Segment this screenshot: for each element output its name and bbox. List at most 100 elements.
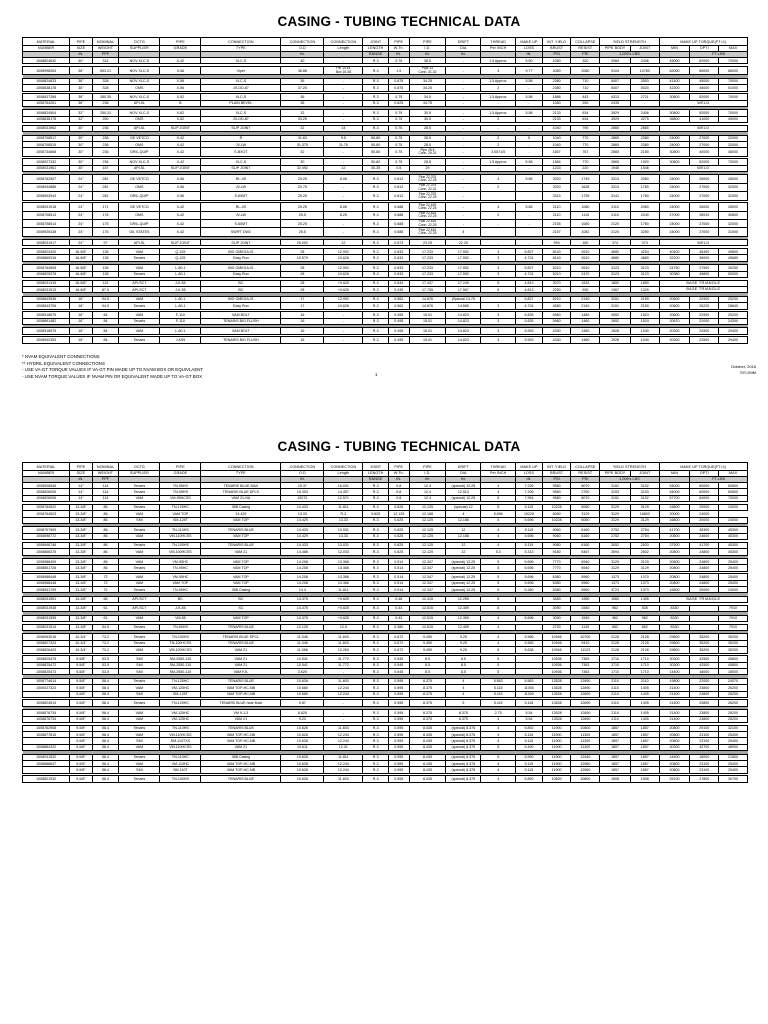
table-row[interactable]: 9-5/8" 58.4 SMI SM-125T VAM TOP-HC-NB 10.680 1…: [21, 690, 748, 698]
table-row[interactable]: 1008843936 16" 94.5 VAM L-80.1 BIG OMEGA-IS 17…: [21, 295, 748, 304]
table-row[interactable]: 1008031917 24" 97 API-5L SLIP JOINT SLIP JOIN…: [21, 239, 749, 247]
table-row[interactable]: 1008918575 16" 84 VAM L-80.1 VAM BOLT 16- R-3 0.…: [21, 327, 748, 335]
p1-cell-c2: 281: [91, 191, 120, 201]
table-row[interactable]: 1008898772 13-3/8" 86 VAM VM-110HCSS VAM TOP 1…: [21, 532, 748, 541]
table-row[interactable]: 1008826006 14" 114 VAM VM-95HCSS VAM 21-NA 152…: [21, 494, 748, 503]
table-row[interactable]: 1008925438 24" 176 OIL STATES X-42 SWIFT DW2 2…: [21, 227, 748, 237]
table-row[interactable]: 1008942353 16" 84 Tenaris J-K55 TENARIS BIG F…: [21, 336, 748, 344]
table-row[interactable]: 1008876734 9-5/8" 58.4 VAM VM-125HC VAM 21 9.2…: [21, 715, 748, 724]
table-row[interactable]: 1008988448 13-3/8" 72 VAM VAM TOP VAM TOP 14.2…: [21, 579, 748, 588]
table-row[interactable]: 1008708513 24" 176 OMS X-42 JV-LW 25.5 8.25 R-3 0…: [21, 210, 748, 220]
table-row[interactable]: 1008843706 16" 94.5 Tenaris L-80.1 Easy Run 17…: [21, 302, 748, 310]
p1-cell-c20: 49000: [718, 115, 748, 124]
p2-cell-c6: 14.429: [280, 516, 325, 525]
p1-cell-c12: 2: [480, 115, 517, 124]
p1-cell-c8: R-3: [362, 317, 389, 325]
header-cell-top-6: CONNECTION: [280, 37, 325, 46]
p1-cell-c14: 2110: [541, 210, 572, 220]
table-row[interactable]: 1008031514 13-3/8" 54.5 Tenaris TN-80HS TENAR…: [21, 623, 748, 632]
table-row[interactable]: 1008734868 30" 236 DRIL-QUIP X-42 S-BXOT 32-50…: [21, 147, 748, 157]
table-row[interactable]: 1008821932 9-5/8" 58.4 Tenaris TN-100HS TENAR…: [21, 775, 748, 783]
table-row[interactable]: 1008869316 16-5/8" 136 Tenaris Q-125 Easy Run…: [21, 254, 748, 262]
table-row[interactable]: 1008764522 13-3/8" 86 Tenaris TN-125HC 35B Ca…: [21, 503, 748, 512]
table-row[interactable]: 1008762907 24" 281 GE VETCO X-56 RL-4S 25.25 8.…: [21, 174, 748, 184]
p1-cell-c10: 17.755: [408, 285, 447, 294]
table-row[interactable]: 1008946746 13-3/8" 86 Tenaris TN-105HS TENARI…: [21, 541, 748, 550]
table-row[interactable]: 1008908546 14" 114 Tenaris TN-95HS TENARIS BL…: [21, 482, 748, 490]
p2-cell-c6: 14.433: [280, 503, 325, 512]
p1-cell-c8: R-3: [362, 279, 389, 288]
table-row[interactable]: 1008837358 36" 280.35 NOV XLC-S X-52 XLC-S 36-…: [21, 93, 748, 101]
table-row[interactable]: 1008824514 9-5/8" 58.4 Tenaris TN-125HC TENAR…: [21, 699, 748, 707]
table-row[interactable]: 1008825378 16-5/8" 136 Tenaris L-80.1 Easy Ru…: [21, 270, 748, 279]
p1-cell-c10: 17.233: [408, 254, 447, 262]
table-row[interactable]: 1008824632 40" 314 NOV XLC-S X-42 XLC-S 40- R-3…: [21, 57, 748, 65]
table-row[interactable]: 13-3/8" 86 SMI SM-125T VAM TOP 14.429 13.33 R-3…: [21, 516, 748, 525]
table-row[interactable]: 1008031555 13-3/8" 61 VAM VM-55 VAM TOP 14.375…: [21, 614, 748, 623]
table-row[interactable]: 1008031918 24" 171 GE VETCO X-42 RL-4S 25.25 8.…: [21, 202, 748, 212]
table-row[interactable]: 1008888647 9-5/8" 58.4 VAM VM-110HC VAM TOP-H…: [21, 759, 748, 768]
p1-cell-c6: 16: [280, 336, 325, 344]
table-row[interactable]: 1008031962 30" 236 API-5L SLIP JOINT SLIP JOI…: [21, 124, 749, 133]
header-cell-top-11: DRIFT: [445, 462, 482, 471]
table-row[interactable]: 1008838178 32" 250 OMS X-52 JV-OD-87 33.25- R-3…: [21, 115, 748, 124]
p1-cell-c8: 50-60: [362, 140, 389, 149]
table-row[interactable]: 1008031913 16-5/8" 87.5 API-SCT J-K-55 BC 28 +0…: [21, 285, 749, 294]
table-row[interactable]: 1000027323 9-5/8" 58.4 VAM VM-125HC VAM TOP-H…: [21, 684, 748, 692]
p2-cell-c7: 11.811: [323, 503, 364, 512]
table-row[interactable]: 1008826005 14" 114 Tenaris TN-95HS TENARIS BL…: [21, 488, 748, 496]
table-row[interactable]: 1008031551 13-3/8" 68 API-SCT BC BC 14.375 +0.6…: [21, 595, 749, 604]
header-cell-top-16: YIELD STRENGTH: [599, 37, 660, 46]
table-row[interactable]: 1008851728 13-3/8" 86 Tenaris TN-95HC VAM TOP…: [21, 564, 748, 572]
p1-cell-c11: -: [445, 109, 482, 117]
table-row[interactable]: 1008825473 9-5/8" 53.5 SMI SM-2550-110 VAM FJ…: [21, 667, 748, 676]
table-row[interactable]: 1008031532 9-5/8" 58.4 Tenaris TN-110HC 35B C…: [21, 753, 748, 762]
p1-cell-c9: 0.75: [388, 147, 410, 157]
table-row[interactable]: 1008824504 32" 250.31 NOV XLC-S X-62 XLC-S 32-…: [21, 109, 748, 117]
p1-cell-c16: 5407: [599, 84, 631, 92]
table-row[interactable]: 1008762908 9-5/8" 58.4 Tenaris TN-110HS TENAR…: [21, 724, 748, 733]
table-row[interactable]: 1008708515 30" 236 OMS X-42 JV-LW 31.375 11.75 5…: [21, 140, 748, 149]
p2-cell-c4: TN-95HC: [159, 564, 202, 572]
p1-cell-c13: -: [515, 218, 543, 229]
p1-cell-c0: 1008764261: [21, 99, 71, 108]
separator-cell: [22, 653, 748, 656]
table-row[interactable]: 1008825475 9-5/8" 53.5 SMI SM-2550-110 VAM 21…: [21, 655, 748, 663]
p1-cell-c10: Pipe 22.625 Conn. 22.25: [408, 202, 447, 212]
p2-cell-c16: 3129: [599, 516, 631, 525]
table-row[interactable]: 1008866375 13-3/8" 86 VAM VM-100HCSS VAM 21 14…: [21, 548, 748, 556]
table-row[interactable]: 1008838178 36" 328 OMS X-56 JV-OD-87 37.25- R-3…: [21, 84, 748, 92]
table-row[interactable]: 1008031938 13-3/8" 61 API-SCT J-K-55 SC 14.375…: [21, 604, 748, 613]
table-row[interactable]: 1008877815 9-5/8" 58.4 VAM VM-110HCSS VAM TOP…: [21, 730, 748, 739]
p1-cell-c8: R-3: [362, 182, 389, 193]
table-row[interactable]: 1008824633 36" 328 NOV XLC-S X-56 XLC-S 36- R-3…: [21, 77, 748, 86]
p2-cell-c0: 1008826423: [21, 646, 71, 654]
p1-cell-c8: R-3: [362, 218, 389, 229]
table-row[interactable]: 1008903943 24" 281 DRIL-QUIP X-56 S-60MT 25.25…: [21, 191, 748, 201]
table-row[interactable]: 1008944886 24" 281 OMS X-56 JV-LW 20.75- R-3 0.8…: [21, 182, 748, 193]
table-row[interactable]: 1008764508 16-5/8" 136 VAM L-80.1 BIG OMEGA-I…: [21, 264, 748, 272]
table-row[interactable]: 1008031315 16-5/8" 115 API-SCT J-K-55 BC 28 +0.…: [21, 279, 749, 288]
p2-cell-c11: 5: [445, 699, 482, 707]
p1-cell-c4: X-56: [159, 191, 202, 201]
p2-cell-c4: SM-125T: [159, 516, 202, 525]
p1-cell-c11: -: [445, 115, 482, 124]
table-row[interactable]: 1008884322 9-5/8" 58.4 VAM VM-110HCSS VAM 21 1…: [21, 743, 748, 752]
header-cell-4: GRADE: [159, 44, 202, 53]
p2-cell-c16: 2752: [599, 532, 631, 541]
table-row[interactable]: 1008764261 36" 236 API-5L B PLAIN BEVEL 36- R-3…: [21, 99, 749, 108]
table-row[interactable]: 1008826423 10-3/4" 73.2 VAM VM-100HCSS VAM 21…: [21, 646, 748, 654]
table-row[interactable]: 1008824320 16-5/8" 136 VAM Q-125 BIG OMEGA-IS…: [21, 247, 748, 256]
table-row[interactable]: 1008891482 16" 84 Tenaris F-110 TENARIS BIG F…: [21, 317, 748, 325]
table-row[interactable]: 1008918575 16" 84 VAM F-110 VAM BOLT 16- R-3 0.4…: [21, 311, 748, 319]
p1-cell-c0: 1008734868: [21, 147, 71, 157]
table-row[interactable]: 1008031961 30" 157 API-5L SLIP JOINT SLIP JOI…: [21, 164, 749, 173]
table-row[interactable]: 1008998264 36" 553.21 NOV XLC-S X-56 Viper 36.…: [21, 66, 748, 76]
table-row[interactable]: 9-5/8" 58.4 SMI SM-110T VAM TOP-HC-NB 10.628 1…: [21, 766, 748, 774]
p1-cell-c11: -: [445, 147, 482, 157]
table-row[interactable]: 1008708514 24" 175 DRIL-QUIP X-42 S-60MT 25.25…: [21, 218, 748, 229]
p2-cell-c13: 5.892: [515, 775, 543, 783]
table-row[interactable]: 1008063016 10-3/4" 73.2 Tenaris TN-100HS TENA…: [21, 633, 748, 641]
block-separator: [22, 74, 748, 79]
table-row[interactable]: 1008931709 13-3/8" 72 Tenaris TN-95HC 35B Cas…: [21, 586, 748, 594]
